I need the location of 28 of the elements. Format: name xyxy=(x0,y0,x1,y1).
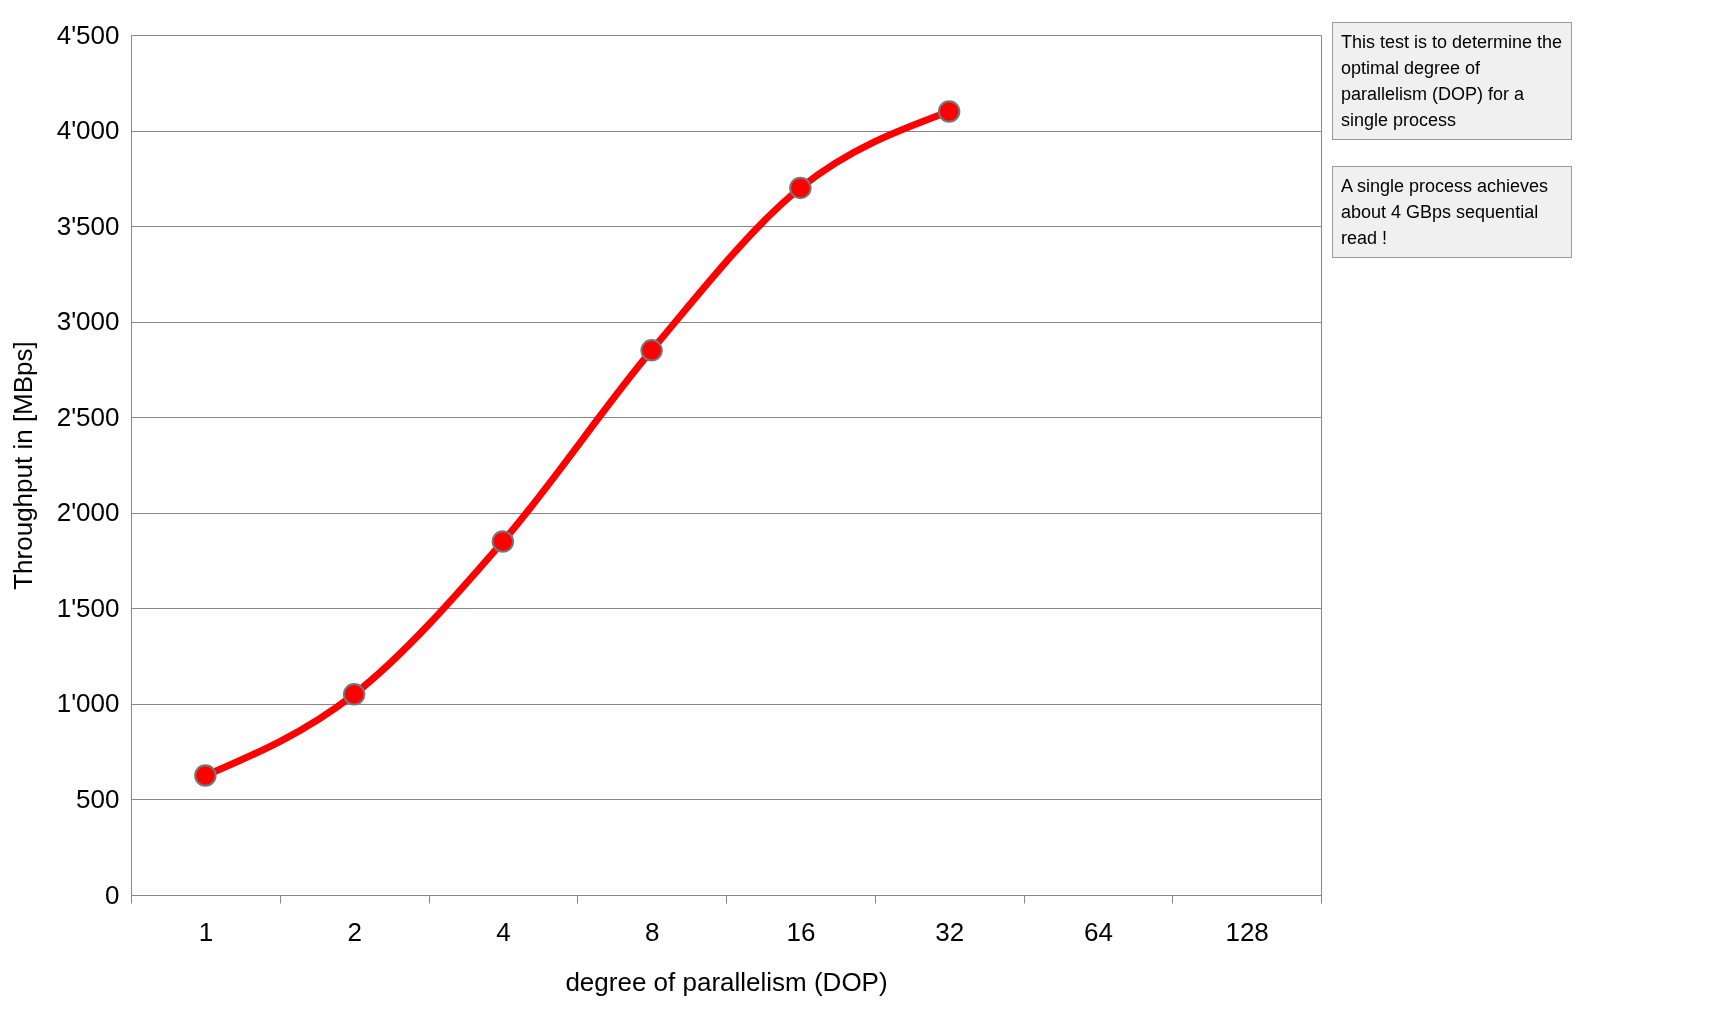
text: A single process achieves about 4 GBps sequential read ! xyxy=(1332,166,1572,258)
y-tick-label: 1'500 xyxy=(56,592,120,623)
x-tick-label: 8 xyxy=(644,916,660,947)
y-tick-label: 3'000 xyxy=(56,306,120,337)
x-tick-label: 64 xyxy=(1083,916,1113,947)
x-tick-label: 32 xyxy=(935,916,965,947)
x-tick-label: 16 xyxy=(786,916,816,947)
point xyxy=(789,176,812,200)
y-axis-title: Throughput in [MBps] xyxy=(7,341,38,590)
y-tick-label: 3'500 xyxy=(56,210,120,241)
point xyxy=(937,100,961,123)
y-tick-label: 2'500 xyxy=(56,401,120,432)
y-tick-label: 4'500 xyxy=(56,19,120,50)
x-tick-label: 128 xyxy=(1225,916,1269,947)
text: This test is to determine the optimal degree of parallelism (DOP) for a single process xyxy=(1332,22,1572,140)
point xyxy=(640,339,663,362)
point xyxy=(491,530,515,553)
y-tick-label: 0 xyxy=(105,879,120,910)
y-tick-label: 4'000 xyxy=(56,115,120,146)
x-axis-title: degree of parallelism (DOP) xyxy=(565,966,888,997)
point xyxy=(194,764,217,787)
x-tick-label: 1 xyxy=(198,916,214,947)
x-tick-label: 2 xyxy=(347,916,362,947)
y-tick-label: 2'000 xyxy=(56,497,120,528)
y-tick-label: 500 xyxy=(76,783,120,814)
point xyxy=(342,683,366,706)
x-tick-label: 4 xyxy=(496,916,511,947)
y-tick-label: 1'000 xyxy=(56,688,120,719)
